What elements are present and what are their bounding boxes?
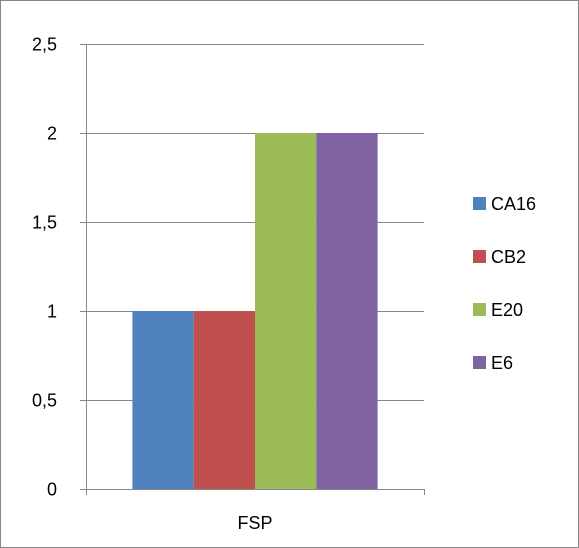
legend-label-e6: E6 (491, 353, 513, 373)
y-tick-label: 2 (47, 124, 57, 144)
y-tick-label: 1 (47, 302, 57, 322)
bar-e20 (255, 133, 317, 489)
y-tick-label: 0 (47, 480, 57, 500)
legend-label-cb2: CB2 (491, 247, 526, 267)
bars (132, 133, 378, 489)
x-tick-label: FSP (237, 513, 272, 533)
bar-cb2 (193, 311, 255, 489)
bar-e6 (316, 133, 378, 489)
axes (80, 44, 425, 495)
legend-swatch-ca16 (473, 197, 486, 210)
legend-label-ca16: CA16 (491, 194, 536, 214)
legend-swatch-e20 (473, 303, 486, 316)
x-tick-labels: FSP (237, 513, 272, 533)
y-tick-label: 2,5 (32, 35, 57, 55)
legend-swatch-e6 (473, 356, 486, 369)
legend-label-e20: E20 (491, 300, 523, 320)
legend: CA16 CB2 E20 E6 (473, 194, 536, 373)
y-tick-label: 1,5 (32, 213, 57, 233)
y-tick-labels: 0 0,5 1 1,5 2 2,5 (32, 35, 57, 500)
y-tick-label: 0,5 (32, 391, 57, 411)
legend-swatch-cb2 (473, 250, 486, 263)
bar-ca16 (132, 311, 194, 489)
